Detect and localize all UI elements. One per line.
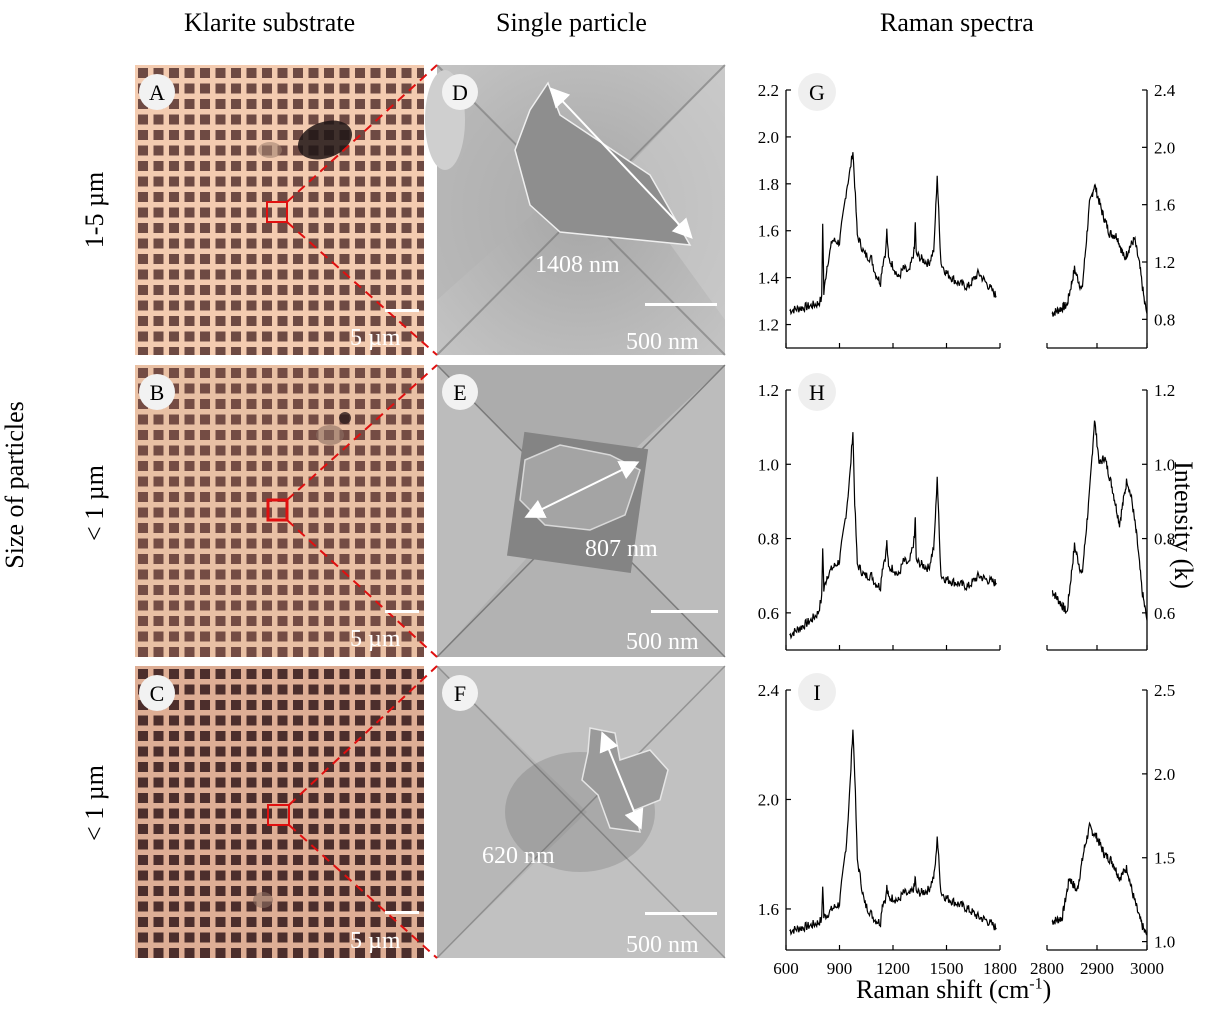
panel-letter-b: B — [150, 380, 165, 405]
panel-letter-e: E — [453, 380, 466, 405]
x-tick-label-right: 2800 — [1030, 959, 1064, 978]
column-header-substrate: Klarite substrate — [184, 8, 356, 37]
particle-size-f: 620 nm — [482, 843, 555, 869]
y-tick-label-right: 0.8 — [1154, 530, 1175, 549]
y-tick-label-left: 2.2 — [758, 81, 779, 100]
y-axis-right-label: Intensity (k) — [1169, 461, 1198, 589]
scale-label-c: 5 µm — [350, 928, 401, 954]
y-tick-label-left: 1.4 — [758, 269, 780, 288]
y-tick-label-left: 1.6 — [758, 222, 779, 241]
spectrum-trace-right — [1051, 420, 1148, 621]
y-tick-label-right: 1.5 — [1154, 849, 1175, 868]
particle-panel-f — [436, 665, 726, 959]
y-tick-label-left: 2.4 — [758, 681, 780, 700]
y-tick-label-right: 1.2 — [1154, 253, 1175, 272]
y-tick-label-right: 1.6 — [1154, 196, 1175, 215]
substrate-panel-a — [135, 65, 424, 355]
panel-letter-c: C — [150, 681, 165, 706]
y-tick-label-right: 2.0 — [1154, 138, 1175, 157]
zoom-guides — [286, 64, 438, 959]
spectrum-trace-right — [1051, 821, 1148, 936]
spectrum-panel-h: 0.6 0.8 1.0 1.2 0.6 0.8 1.0 1.2 H — [758, 373, 1175, 651]
particle-panel-e — [436, 364, 726, 658]
panel-letter-a: A — [149, 80, 165, 105]
x-axis-label: Raman shift (cm-1) — [856, 975, 1051, 1005]
spectrum-panel-letter: G — [809, 80, 825, 105]
panel-letter-d: D — [452, 80, 468, 105]
panel-letter-f: F — [454, 681, 466, 706]
y-tick-label-left: 2.0 — [758, 128, 779, 147]
spectrum-panel-letter: H — [809, 380, 825, 405]
spectrum-panel-g: 1.2 1.4 1.6 1.8 2.0 2.2 0.8 1.2 1.6 2.0 2.4 G — [758, 73, 1176, 349]
y-tick-label-right: 0.8 — [1154, 310, 1175, 329]
particle-size-d: 1408 nm — [535, 252, 620, 278]
x-tick-label-left: 1800 — [983, 959, 1017, 978]
spectrum-panel-letter: I — [813, 680, 820, 705]
column-header-spectra: Raman spectra — [880, 8, 1034, 37]
spectrum-panel-i: 1.6 2.0 2.4 1.0 1.5 2.0 2.5 600 900 1200 1500 1800 2… — [758, 673, 1175, 978]
x-axis-label-end: ) — [1042, 975, 1052, 1004]
y-tick-label-right: 1.0 — [1154, 455, 1175, 474]
scale-label-e: 500 nm — [626, 629, 699, 655]
particle-panel-d — [425, 64, 726, 356]
y-tick-label-left: 1.6 — [758, 900, 779, 919]
y-tick-label-right: 2.5 — [1154, 681, 1175, 700]
scale-label-d: 500 nm — [626, 329, 699, 355]
x-tick-label-left: 1500 — [930, 959, 964, 978]
y-tick-label-left: 2.0 — [758, 790, 779, 809]
spectrum-trace-left — [789, 729, 997, 936]
x-axis-label-text: Raman shift (cm — [856, 975, 1030, 1004]
x-tick-label-right: 3000 — [1130, 959, 1164, 978]
substrate-panel-b — [135, 365, 424, 657]
panel-letter-circles — [139, 74, 478, 711]
y-tick-label-left: 0.8 — [758, 530, 779, 549]
scale-label-a: 5 µm — [350, 325, 401, 351]
y-tick-label-right: 2.0 — [1154, 765, 1175, 784]
y-tick-label-right: 1.0 — [1154, 933, 1175, 952]
spectrum-trace-left — [789, 152, 997, 316]
x-tick-label-left: 1200 — [876, 959, 910, 978]
y-tick-label-right: 0.6 — [1154, 604, 1175, 623]
scale-label-f: 500 nm — [626, 932, 699, 958]
x-tick-label-right: 2900 — [1080, 959, 1114, 978]
y-tick-label-left: 1.2 — [758, 381, 779, 400]
column-header-particle: Single particle — [496, 8, 647, 37]
y-tick-label-left: 1.0 — [758, 455, 779, 474]
spectrum-trace-right — [1051, 183, 1148, 317]
spectrum-letter-circle — [798, 673, 836, 711]
y-tick-label-right: 1.2 — [1154, 381, 1175, 400]
scale-label-b: 5 µm — [350, 626, 401, 652]
x-tick-label-left: 900 — [827, 959, 853, 978]
spectrum-letter-circle — [798, 73, 836, 111]
y-tick-label-left: 1.2 — [758, 316, 779, 335]
spectrum-trace-left — [789, 432, 997, 640]
y-tick-label-left: 0.6 — [758, 604, 779, 623]
x-axis-label-sup: -1 — [1029, 975, 1043, 993]
spectrum-letter-circle — [798, 373, 836, 411]
particle-size-e: 807 nm — [585, 536, 658, 562]
x-tick-label-left: 600 — [773, 959, 799, 978]
substrate-panel-c — [135, 666, 424, 958]
y-tick-label-right: 2.4 — [1154, 81, 1176, 100]
raman-spectra-charts: 1.2 1.4 1.6 1.8 2.0 2.2 0.8 1.2 1.6 2.0 2.4 G 0.6 0.8… — [758, 73, 1176, 978]
y-tick-label-left: 1.8 — [758, 175, 779, 194]
